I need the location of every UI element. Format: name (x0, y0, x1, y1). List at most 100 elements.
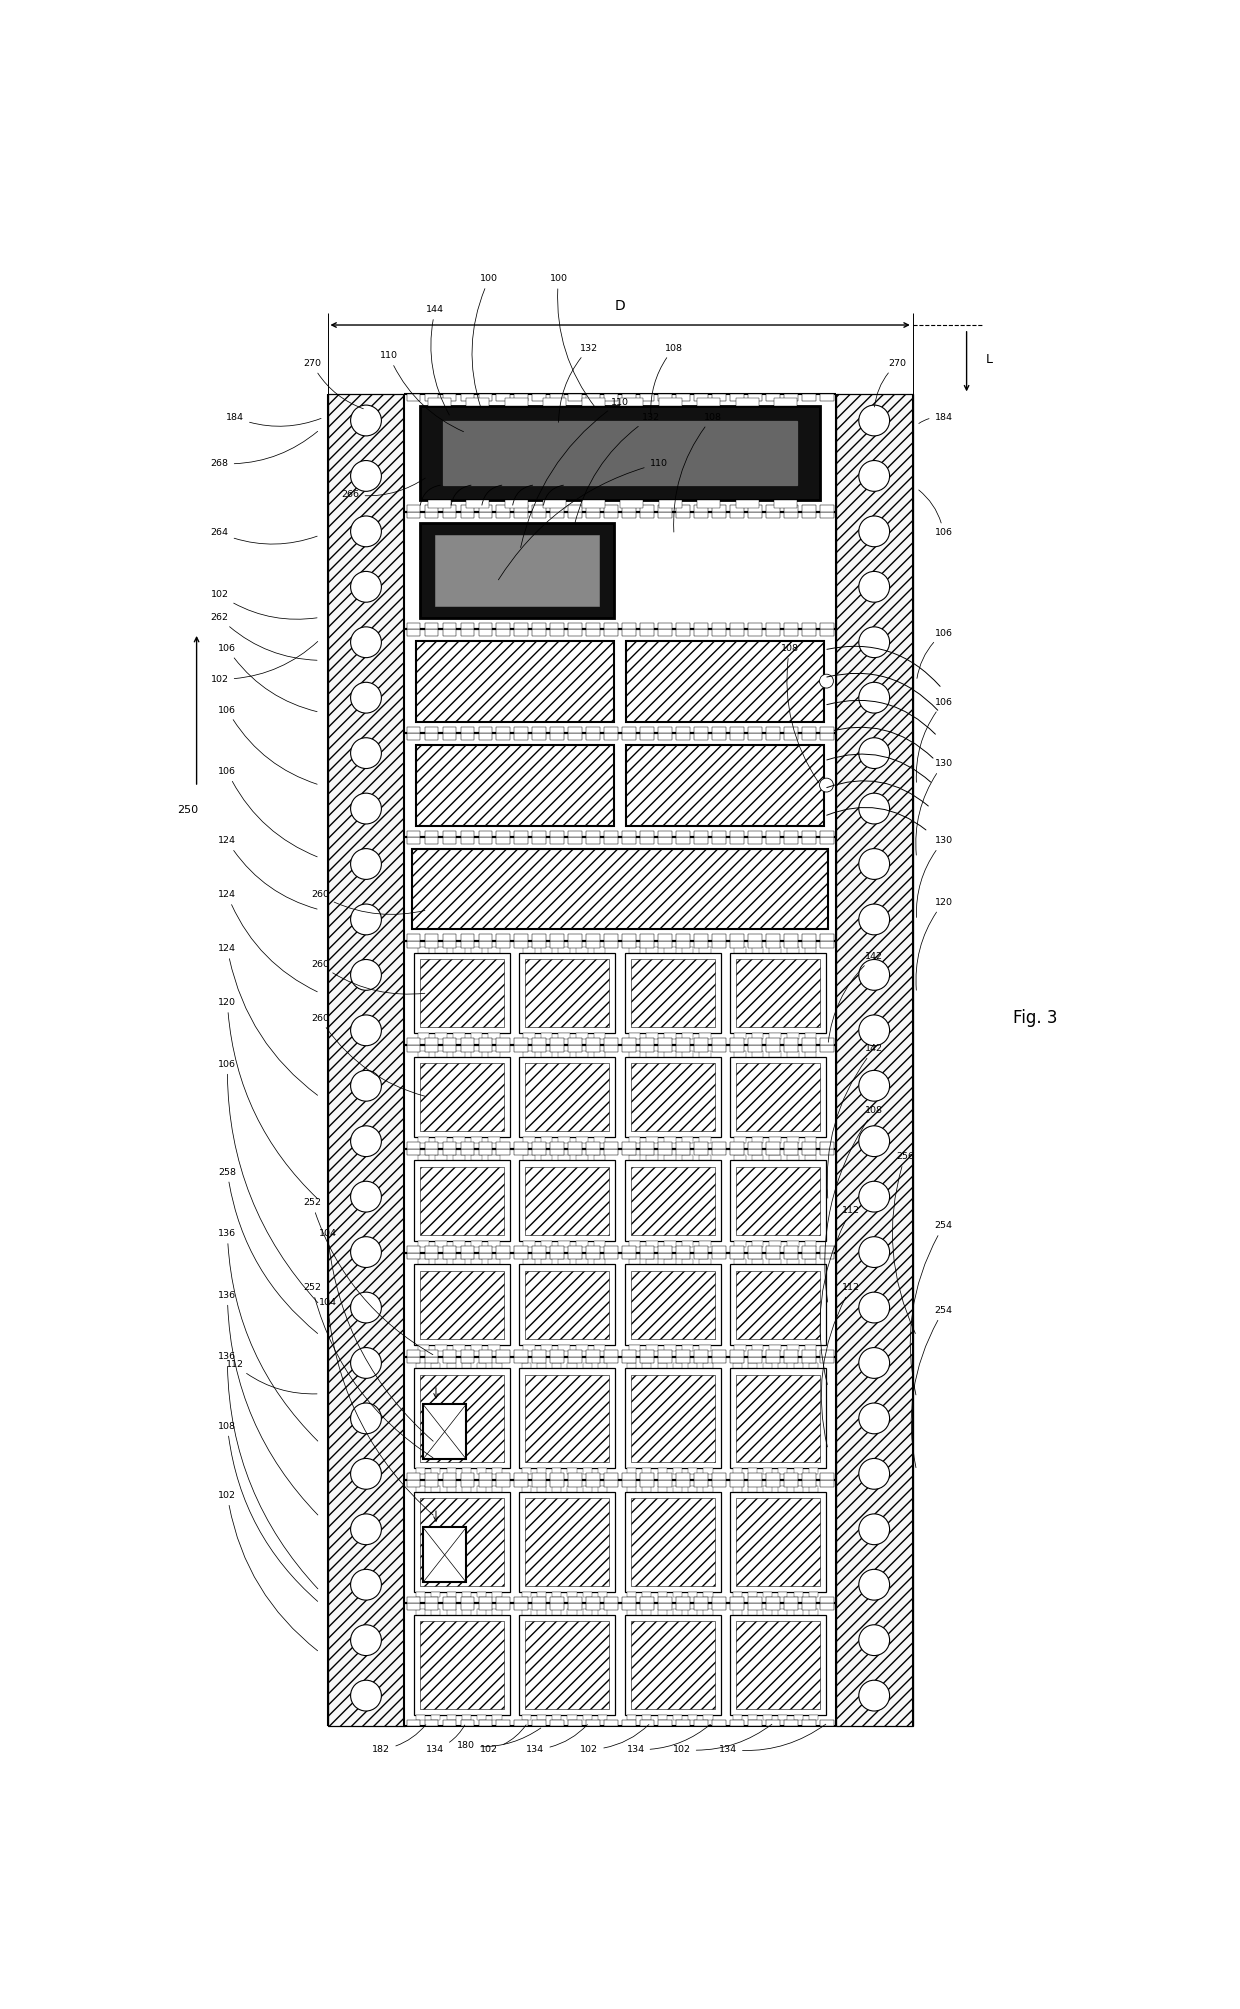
Text: 120: 120 (916, 898, 952, 990)
Bar (418, 1242, 429, 1248)
Bar (558, 1051, 570, 1057)
Bar (694, 1143, 708, 1149)
Circle shape (351, 627, 382, 657)
Bar (748, 940, 761, 948)
Bar (418, 1155, 429, 1161)
Bar (748, 1603, 761, 1609)
Bar (420, 1621, 503, 1710)
Bar (735, 500, 759, 508)
Bar (748, 1591, 756, 1597)
Bar (784, 727, 797, 733)
Bar (424, 629, 438, 635)
Bar (594, 1033, 605, 1039)
Bar (551, 1350, 564, 1356)
Bar (694, 1039, 708, 1045)
Bar (676, 394, 689, 402)
Bar (625, 1264, 720, 1346)
Bar (496, 1720, 510, 1726)
Bar (820, 1143, 833, 1149)
Bar (640, 838, 653, 844)
Bar (627, 1716, 636, 1720)
Bar (537, 1469, 546, 1475)
Bar (418, 946, 429, 952)
Bar (774, 398, 797, 406)
Bar (766, 1356, 780, 1364)
Bar (541, 1346, 552, 1350)
Bar (646, 1033, 657, 1039)
Text: 136: 136 (218, 1230, 317, 1440)
Bar (515, 512, 528, 518)
Bar (802, 1045, 816, 1051)
Bar (802, 1246, 816, 1254)
Bar (802, 1597, 816, 1603)
Bar (541, 1033, 552, 1039)
Text: 110: 110 (498, 460, 667, 581)
Bar (604, 629, 618, 635)
Bar (836, 394, 913, 1726)
Bar (532, 1473, 546, 1481)
Bar (453, 1051, 465, 1057)
Bar (568, 1716, 577, 1720)
Bar (676, 733, 689, 739)
Bar (479, 1350, 492, 1356)
Bar (492, 1362, 501, 1368)
Bar (694, 1597, 708, 1603)
Bar (676, 1350, 689, 1356)
Bar (737, 1374, 821, 1463)
Bar (551, 1597, 564, 1603)
Bar (551, 512, 564, 518)
Bar (820, 838, 833, 844)
Bar (766, 733, 780, 739)
Bar (594, 946, 605, 952)
Text: 124: 124 (218, 890, 317, 992)
Bar (737, 1621, 821, 1710)
Bar (748, 1469, 756, 1475)
Bar (460, 830, 474, 838)
Bar (699, 1155, 711, 1161)
Bar (443, 1720, 456, 1726)
Bar (622, 733, 636, 739)
Bar (604, 1597, 618, 1603)
Bar (414, 1615, 510, 1716)
Bar (496, 727, 510, 733)
Bar (751, 1260, 764, 1264)
Bar (552, 1469, 562, 1475)
Bar (543, 398, 567, 406)
Bar (577, 1242, 588, 1248)
Bar (424, 940, 438, 948)
Bar (820, 1246, 833, 1254)
Bar (748, 830, 761, 838)
Bar (568, 1254, 582, 1260)
Bar (766, 623, 780, 629)
Bar (748, 1246, 761, 1254)
Bar (622, 1720, 636, 1726)
Text: 260: 260 (311, 890, 425, 914)
Bar (712, 1045, 725, 1051)
Bar (453, 1155, 465, 1161)
Bar (694, 394, 708, 402)
Bar (479, 1039, 492, 1045)
Text: 106: 106 (218, 767, 317, 856)
Bar (558, 946, 570, 952)
Bar (802, 1356, 816, 1364)
Bar (471, 946, 482, 952)
Bar (712, 830, 725, 838)
Bar (558, 1155, 570, 1161)
Bar (479, 512, 492, 518)
Bar (551, 1246, 564, 1254)
Bar (424, 830, 438, 838)
Bar (568, 934, 582, 940)
Bar (766, 727, 780, 733)
Bar (443, 422, 797, 484)
Bar (794, 1609, 802, 1615)
Text: 130: 130 (916, 836, 952, 918)
Circle shape (859, 1292, 889, 1324)
Bar (748, 1487, 756, 1491)
Bar (622, 830, 636, 838)
Text: 112: 112 (820, 1205, 861, 1384)
Bar (404, 1603, 836, 1726)
Bar (640, 1473, 653, 1481)
Bar (712, 1039, 725, 1045)
Bar (794, 1716, 802, 1720)
Bar (676, 1720, 689, 1726)
